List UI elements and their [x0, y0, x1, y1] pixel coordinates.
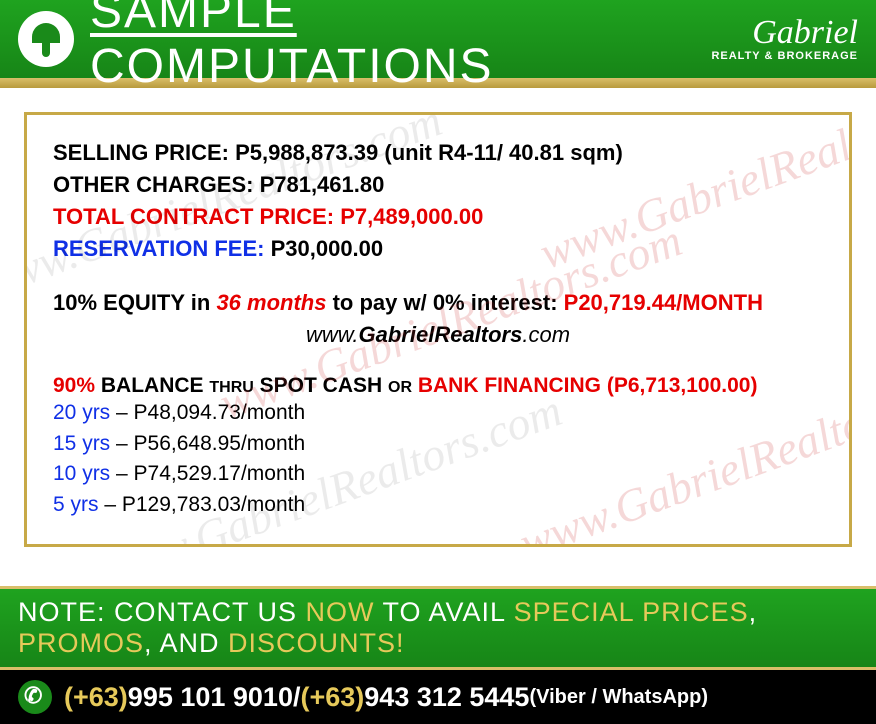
equity-amount: P20,719.44/MONTH: [564, 290, 763, 315]
selling-price-line: SELLING PRICE: P5,988,873.39 (unit R4-11…: [53, 137, 823, 169]
website-line: www.GabrielRealtors.com: [53, 322, 823, 348]
payment-plan-row: 10 yrs – P74,529.17/month: [53, 459, 823, 489]
card-wrapper: www.GabrielRealtors.com www.GabrielRealt…: [0, 88, 876, 559]
note-special-prices: SPECIAL PRICES: [514, 597, 749, 627]
url-suffix: .com: [522, 322, 570, 347]
plan-years: 20 yrs: [53, 401, 110, 424]
reservation-fee-line: RESERVATION FEE: P30,000.00: [53, 233, 823, 265]
total-contract-line: TOTAL CONTRACT PRICE: P7,489,000.00: [53, 201, 823, 233]
plan-amount: – P74,529.17/month: [110, 462, 305, 485]
phone-number-2: 943 312 5445: [364, 682, 529, 713]
note-discounts: DISCOUNTS!: [228, 628, 405, 658]
phone-number-1: 995 101 9010: [128, 682, 293, 713]
note-text: NOTE: CONTACT US: [18, 597, 306, 627]
plan-years: 5 yrs: [53, 493, 99, 516]
note-bar: NOTE: CONTACT US NOW TO AVAIL SPECIAL PR…: [0, 586, 876, 670]
page-title: SAMPLE COMPUTATIONS: [90, 0, 711, 94]
header-bar: SAMPLE COMPUTATIONS Gabriel REALTY & BRO…: [0, 0, 876, 78]
total-contract-label: TOTAL CONTRACT PRICE:: [53, 204, 340, 229]
payment-plan-row: 20 yrs – P48,094.73/month: [53, 398, 823, 428]
phone-bar: (+63) 995 101 9010 / (+63) 943 312 5445 …: [0, 670, 876, 724]
or-word: OR: [388, 379, 412, 396]
balance-amount: (P6,713,100.00): [607, 374, 758, 397]
spot-cash: SPOT CASH: [254, 374, 388, 397]
note-and: AND: [160, 628, 229, 658]
balance-percent: 90%: [53, 374, 95, 397]
note-promos: PROMOS: [18, 628, 144, 658]
url-prefix: www.: [306, 322, 359, 347]
equity-terms: to pay w/ 0% interest:: [326, 290, 563, 315]
reservation-value: P30,000.00: [271, 236, 384, 261]
selling-price-value: P5,988,873.39 (unit R4-11/ 40.81 sqm): [235, 140, 623, 165]
mushroom-logo-icon: [18, 11, 74, 67]
brand-name: Gabriel: [711, 16, 858, 50]
other-charges-label: OTHER CHARGES:: [53, 172, 260, 197]
bank-financing: BANK FINANCING: [412, 374, 607, 397]
thru-word: THRU: [209, 379, 253, 396]
country-code-1: (+63): [64, 682, 128, 713]
country-code-2: (+63): [300, 682, 364, 713]
equity-months: 36 months: [216, 290, 326, 315]
other-charges-line: OTHER CHARGES: P781,461.80: [53, 169, 823, 201]
plan-years: 10 yrs: [53, 462, 110, 485]
payment-plan-row: 5 yrs – P129,783.03/month: [53, 490, 823, 520]
phone-slash: /: [293, 682, 301, 713]
note-comma: ,: [144, 628, 160, 658]
balance-line: 90% BALANCE THRU SPOT CASH OR BANK FINAN…: [53, 374, 823, 398]
note-now: NOW: [306, 597, 375, 627]
equity-percent: 10% EQUITY: [53, 290, 185, 315]
note-comma: ,: [749, 597, 758, 627]
plan-amount: – P56,648.95/month: [110, 432, 305, 455]
equity-in: in: [185, 290, 217, 315]
phone-icon: [18, 680, 52, 714]
computation-card: www.GabrielRealtors.com www.GabrielRealt…: [24, 112, 852, 547]
url-brand: GabrielRealtors: [359, 322, 523, 347]
payment-plan-row: 15 yrs – P56,648.95/month: [53, 429, 823, 459]
total-contract-value: P7,489,000.00: [340, 204, 483, 229]
reservation-label: RESERVATION FEE:: [53, 236, 271, 261]
note-text: TO AVAIL: [375, 597, 514, 627]
phone-apps: (Viber / WhatsApp): [529, 686, 708, 709]
plan-years: 15 yrs: [53, 432, 110, 455]
equity-line: 10% EQUITY in 36 months to pay w/ 0% int…: [53, 287, 823, 319]
sample-computations-page: SAMPLE COMPUTATIONS Gabriel REALTY & BRO…: [0, 0, 876, 724]
brand-block: Gabriel REALTY & BROKERAGE: [711, 16, 858, 62]
plan-amount: – P129,783.03/month: [99, 493, 306, 516]
footer: NOTE: CONTACT US NOW TO AVAIL SPECIAL PR…: [0, 586, 876, 724]
balance-word: BALANCE: [95, 374, 209, 397]
brand-subtitle: REALTY & BROKERAGE: [711, 50, 858, 62]
selling-price-label: SELLING PRICE:: [53, 140, 235, 165]
plan-amount: – P48,094.73/month: [110, 401, 305, 424]
other-charges-value: P781,461.80: [260, 172, 385, 197]
